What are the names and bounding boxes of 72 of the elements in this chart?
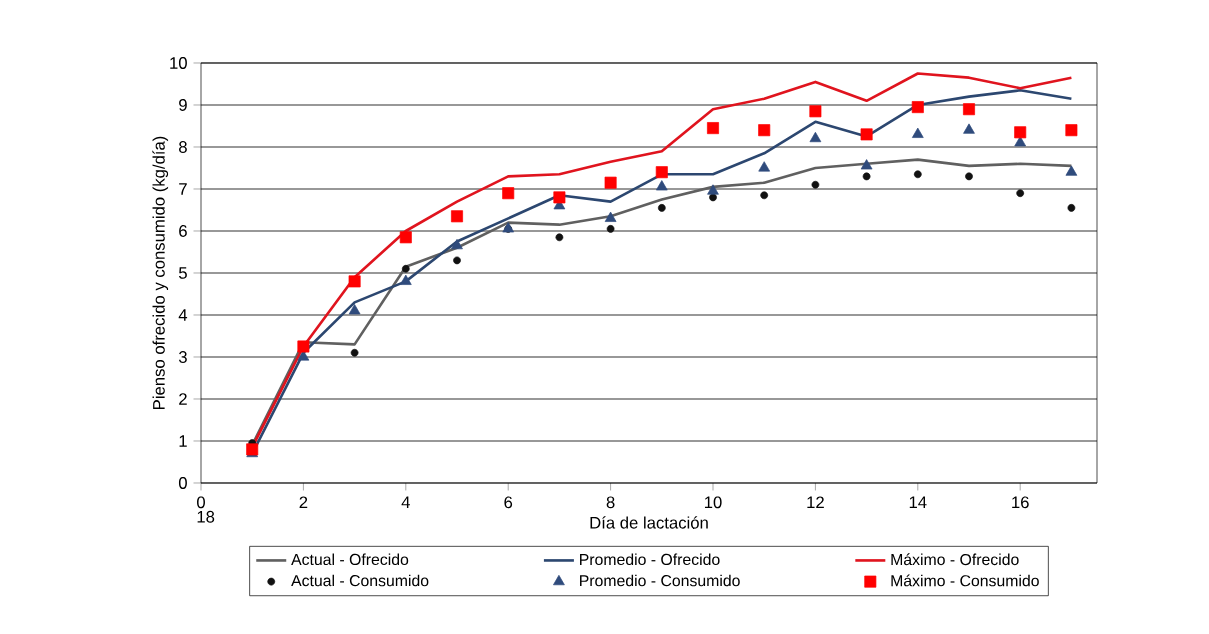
point [606,225,615,233]
point [451,239,463,250]
x-tick-label: 14 [909,496,927,508]
point [911,127,924,138]
point [862,172,871,181]
point [553,191,566,204]
point [809,131,822,143]
x-tick-label: 12 [807,496,824,509]
point [502,187,515,200]
legend-label: Máximo - Ofrecido [891,553,1019,566]
y-axis-title: Pienso ofrecido y consumido (kg/día) [152,136,169,409]
point [350,348,359,357]
point [401,264,410,273]
x-tick-label: 2 [299,496,308,509]
point [451,210,463,223]
x-axis-title: Día de lactación [590,516,708,529]
point [348,275,361,288]
point [811,180,820,189]
point [913,170,922,179]
point [1065,124,1078,137]
point [963,123,975,134]
x-tick-label: 6 [504,496,513,509]
point [709,193,717,202]
y-tick-label: 4 [178,309,188,321]
x-tick-label: 8 [606,496,615,509]
y-tick-label: 3 [178,351,187,363]
y-tick-label: 8 [179,141,187,153]
point [297,340,310,353]
point [758,161,771,172]
point [348,304,361,315]
text: 18 [197,510,215,523]
legend-label: Actual - Consumido [291,574,429,587]
point [911,101,924,114]
y-tick-label: 5 [178,267,187,279]
point [760,191,769,200]
point [860,128,873,141]
point [707,122,719,135]
y-tick-label: 1 [179,435,187,447]
point [860,159,873,170]
x-tick-label: 0 [197,496,205,509]
x-tick-label: 4 [401,496,410,508]
legend-label: Actual - Ofrecido [291,553,409,566]
x-tick-label: 10 [704,496,722,509]
point [1065,165,1078,176]
y-tick-label: 6 [179,225,187,237]
point [655,166,668,179]
point [965,172,973,181]
point [1014,126,1027,139]
y-tick-label: 7 [179,183,187,195]
point [657,204,666,212]
point [1067,204,1076,212]
point [963,103,975,116]
point [707,184,719,195]
point [555,233,564,242]
point [1014,136,1027,147]
legend-label: Promedio - Consumido [580,574,740,587]
x-tick-label: 16 [1012,496,1029,509]
y-tick-label: 0 [178,477,187,489]
point [604,176,617,189]
y-tick-label: 2 [179,393,187,405]
point [809,105,822,118]
point [453,256,461,265]
point [399,231,412,244]
y-tick-label: 9 [179,99,187,111]
legend-label: Promedio - Ofrecido [580,553,720,566]
y-tick-label: 10 [170,57,187,69]
legend-label: Máximo - Consumido [891,574,1039,587]
point [758,124,771,137]
point [1016,189,1025,198]
point [399,274,412,285]
point [604,211,617,222]
point [655,180,668,191]
